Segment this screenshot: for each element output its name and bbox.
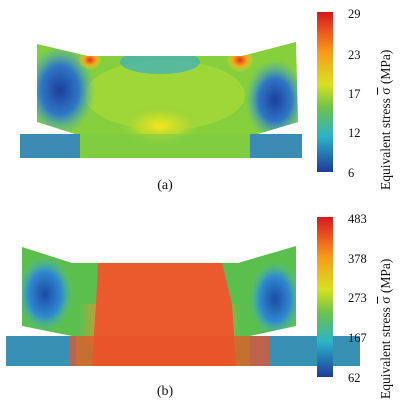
- stress-symbol: σ: [378, 296, 393, 304]
- colorbar-tick: 6: [348, 166, 355, 180]
- panel-b: 483 378 273 167 62 Equivalent stress σ (…: [0, 204, 400, 409]
- colorbar-tick: 167: [348, 331, 367, 345]
- colorbar-tick: 23: [348, 48, 361, 62]
- colorbar-label: Equivalent stress σ (MPa): [378, 50, 394, 190]
- colorbar-tick: 483: [348, 212, 367, 226]
- colorbar-label-text: Equivalent stress: [378, 307, 393, 399]
- caption-a: (a): [157, 178, 173, 193]
- stress-symbol: σ: [378, 87, 393, 95]
- colorbar-label-text: Equivalent stress: [378, 98, 393, 190]
- colorbar-a: [317, 12, 333, 172]
- specimen-b: [6, 246, 360, 366]
- colorbar-label: Equivalent stress σ (MPa): [378, 259, 394, 399]
- panel-a: 29 23 17 12 6 Equivalent stress σ (MPa) …: [0, 0, 400, 200]
- stress-contour-b: [6, 217, 360, 377]
- colorbar-tick: 273: [348, 291, 367, 305]
- colorbar-unit: (MPa): [378, 258, 393, 294]
- colorbar-tick: 12: [348, 126, 361, 140]
- colorbar-tick: 29: [348, 7, 361, 21]
- colorbar-unit: (MPa): [378, 49, 393, 85]
- colorbar-b: [317, 217, 333, 377]
- caption-b: (b): [156, 384, 174, 399]
- specimen-a: [20, 42, 302, 158]
- colorbar-tick: 378: [348, 252, 367, 266]
- colorbar-tick: 17: [348, 87, 361, 101]
- stress-contour-a: [20, 12, 333, 172]
- colorbar-tick: 62: [348, 371, 361, 385]
